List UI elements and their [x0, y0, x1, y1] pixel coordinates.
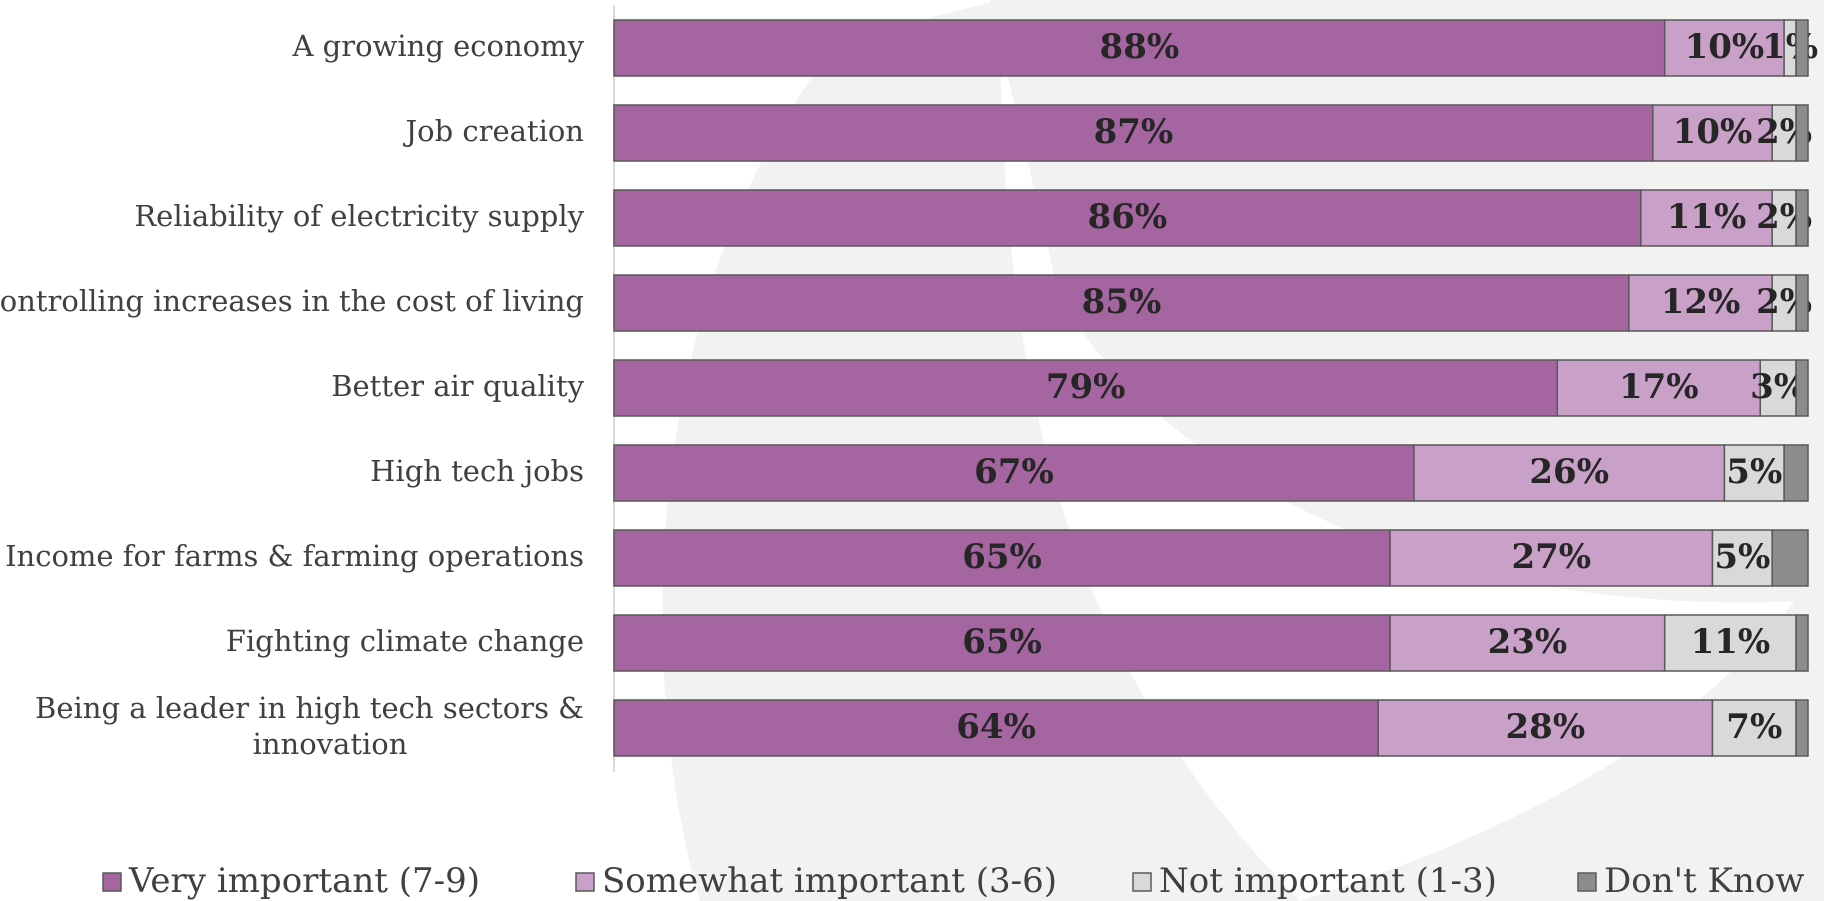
- bar-segment: [613, 444, 1415, 502]
- bar-segment: [1389, 614, 1666, 672]
- bar-segment: [1663, 614, 1797, 672]
- legend-swatch: [575, 872, 595, 892]
- bar-segment: [1795, 19, 1809, 77]
- data-label: 23%: [1488, 622, 1568, 662]
- legend: Very important (7-9) Somewhat important (…: [102, 861, 1804, 901]
- bar-segment: [1723, 444, 1785, 502]
- legend-swatch: [102, 872, 122, 892]
- category-labels: A growing economy Job creation Reliability…: [0, 29, 585, 761]
- category-label: innovation: [253, 727, 408, 761]
- data-label: 65%: [962, 622, 1042, 662]
- bar-segment: [1795, 359, 1809, 417]
- data-label: 5%: [1726, 452, 1782, 492]
- bar-segment: [1795, 614, 1809, 672]
- data-label: 26%: [1529, 452, 1609, 492]
- legend-label: Not important (1-3): [1159, 861, 1497, 901]
- data-label: 11%: [1667, 197, 1747, 237]
- bar-segment: [613, 359, 1559, 417]
- data-label: 28%: [1506, 707, 1586, 747]
- bar-segment: [613, 699, 1379, 757]
- bar-segment: [1795, 274, 1809, 332]
- category-label: Fighting climate change: [226, 624, 584, 658]
- data-label: 65%: [962, 537, 1042, 577]
- bar-segment: [1711, 529, 1773, 587]
- bar-segment: [613, 614, 1391, 672]
- bar-segment: [1711, 699, 1797, 757]
- bar-segment: [1377, 699, 1714, 757]
- bar-segment: [1556, 359, 1761, 417]
- bar-segment: [1628, 274, 1773, 332]
- data-label: 79%: [1046, 367, 1126, 407]
- bar-segment: [613, 189, 1642, 247]
- bar-segment: [1795, 699, 1809, 757]
- bar-segment: [1783, 444, 1809, 502]
- category-label: Controlling increases in the cost of liv…: [0, 284, 584, 318]
- bar-segment: [1795, 104, 1809, 162]
- data-label: 67%: [974, 452, 1054, 492]
- data-label: 10%: [1685, 27, 1765, 67]
- data-label: 87%: [1094, 112, 1174, 152]
- bar-segment: [613, 529, 1391, 587]
- data-label: 5%: [1714, 537, 1770, 577]
- data-label: 64%: [956, 707, 1036, 747]
- bar-segment: [613, 19, 1666, 77]
- data-label: 27%: [1511, 537, 1591, 577]
- data-label: 12%: [1661, 282, 1741, 322]
- category-label: Income for farms & farming operations: [5, 539, 584, 573]
- data-label: 85%: [1082, 282, 1162, 322]
- category-label: Job creation: [403, 114, 585, 148]
- bar-segment: [1795, 189, 1809, 247]
- legend-label: Somewhat important (3-6): [602, 861, 1057, 901]
- bar-segment: [1663, 19, 1785, 77]
- legend-swatch: [1577, 872, 1597, 892]
- legend-label: Very important (7-9): [128, 861, 480, 901]
- data-label: 86%: [1088, 197, 1168, 237]
- bars: 88% 10%1%87% 10% 2%86% 11% 2%85% 12% 2%79% 17% 3%…: [613, 19, 1818, 757]
- category-label: Reliability of electricity supply: [134, 199, 584, 233]
- bar-segment: [1413, 444, 1726, 502]
- data-label: 88%: [1100, 27, 1180, 67]
- legend-swatch: [1132, 872, 1152, 892]
- category-label: Being a leader in high tech sectors &: [35, 691, 584, 725]
- data-label: 7%: [1726, 707, 1782, 747]
- data-label: 1%: [1762, 27, 1818, 67]
- category-label: Better air quality: [331, 369, 584, 403]
- data-label: 10%: [1673, 112, 1753, 152]
- category-label: A growing economy: [292, 29, 585, 63]
- data-label: 11%: [1691, 622, 1771, 662]
- bar-segment: [1771, 529, 1809, 587]
- legend-label: Don't Know: [1604, 861, 1804, 901]
- data-label: 17%: [1619, 367, 1699, 407]
- category-label: High tech jobs: [370, 454, 584, 488]
